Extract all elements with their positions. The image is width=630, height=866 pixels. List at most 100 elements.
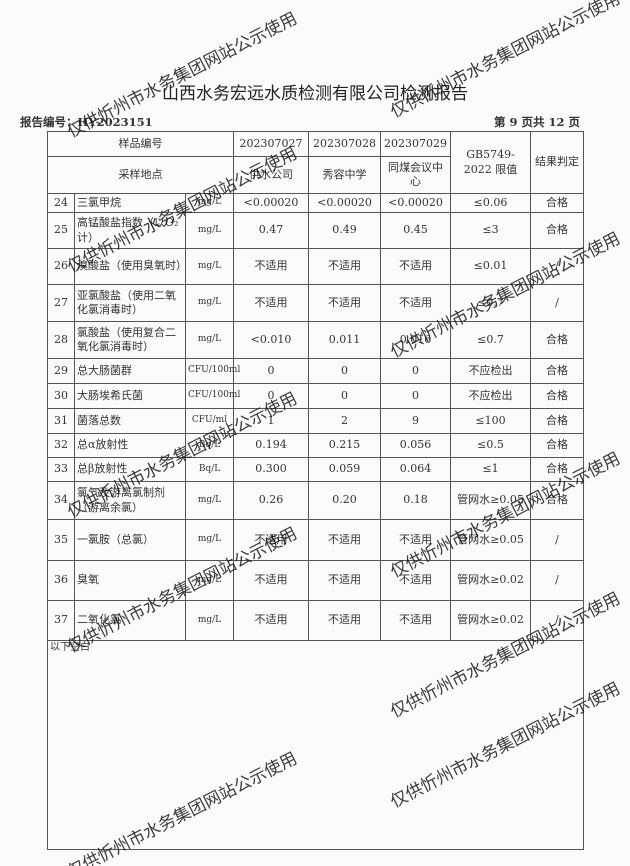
result: 合格 bbox=[530, 193, 585, 213]
limit: ≤3 bbox=[450, 212, 532, 249]
result: 合格 bbox=[530, 433, 585, 458]
value: 0 bbox=[308, 358, 382, 384]
limit: 管网水≥0.02 bbox=[450, 600, 532, 641]
item-name: 大肠埃希氏菌 bbox=[74, 383, 186, 409]
table-row: 31 菌落总数 CFU/ml 1 2 9 ≤100 合格 bbox=[47, 408, 585, 434]
value: <0.00020 bbox=[308, 193, 382, 213]
value: 0.49 bbox=[308, 212, 382, 249]
value: 0 bbox=[380, 358, 452, 384]
results-table: 样品编号 202307027 202307028 202307029 GB574… bbox=[46, 131, 585, 850]
sample-no: 202307028 bbox=[308, 131, 382, 157]
report-number: 报告编号：HY2023151 bbox=[20, 115, 153, 129]
value: 0.215 bbox=[308, 433, 382, 458]
result: 合格 bbox=[530, 408, 585, 434]
report-title: 山西水务宏远水质检测有限公司检测报告 bbox=[162, 84, 468, 104]
value: 0.18 bbox=[380, 481, 452, 520]
value: 0.26 bbox=[233, 481, 310, 520]
unit: mg/L bbox=[184, 560, 235, 601]
value: 0 bbox=[233, 358, 310, 384]
unit: mg/L bbox=[184, 212, 235, 249]
item-name: 总大肠菌群 bbox=[74, 358, 186, 384]
item-name: 氯气及游离氯制剂（游离余氯） bbox=[74, 481, 186, 520]
header-row-location: 采样地点 供水公司 秀容中学 同煤会议中心 bbox=[46, 156, 584, 194]
sample-no: 202307027 bbox=[233, 131, 310, 157]
table-row: 30 大肠埃希氏菌 CFU/100ml 0 0 0 不应检出 合格 bbox=[47, 383, 585, 409]
row-number: 35 bbox=[47, 519, 75, 561]
header-row-sample: 样品编号 202307027 202307028 202307029 GB574… bbox=[46, 131, 585, 194]
result-header: 结果判定 bbox=[530, 131, 585, 194]
value: 9 bbox=[380, 408, 452, 434]
value: 0 bbox=[308, 383, 382, 409]
limit: ≤0.7 bbox=[450, 284, 532, 322]
result: 合格 bbox=[530, 358, 585, 384]
table-row: 34 氯气及游离氯制剂（游离余氯） mg/L 0.26 0.20 0.18 管网水≥0.05… bbox=[47, 481, 585, 520]
unit: mg/L bbox=[184, 481, 235, 520]
table-row: 24 三氯甲烷 mg/L <0.00020 <0.00020 <0.00020 ≤0.06 合… bbox=[47, 193, 585, 213]
table-row: 36 臭氧 mg/L 不适用 不适用 不适用 管网水≥0.02/ bbox=[47, 560, 585, 601]
limit: ≤0.5 bbox=[450, 433, 532, 458]
location: 秀容中学 bbox=[308, 156, 382, 194]
unit: mg/L bbox=[184, 321, 235, 359]
value: 不适用 bbox=[308, 519, 382, 561]
value: 不适用 bbox=[380, 560, 452, 601]
value: 2 bbox=[308, 408, 382, 434]
page-info: 第 9 页共 12 页 bbox=[493, 115, 580, 129]
result: / bbox=[530, 560, 585, 601]
limit: ≤0.01 bbox=[450, 248, 532, 285]
unit: mg/L bbox=[184, 600, 235, 641]
value: 0.056 bbox=[380, 433, 452, 458]
row-number: 37 bbox=[47, 600, 75, 641]
limit: 不应检出 bbox=[450, 358, 532, 384]
row-number: 28 bbox=[47, 321, 75, 359]
value: 0.064 bbox=[380, 457, 452, 482]
limit: ≤0.06 bbox=[450, 193, 532, 213]
result: 合格 bbox=[530, 383, 585, 409]
table-row: 32 总α放射性 Bq/L 0.194 0.215 0.056 ≤0.5 合格 bbox=[47, 433, 585, 458]
row-number: 24 bbox=[47, 193, 75, 213]
result: / bbox=[530, 519, 585, 561]
blank-note: 以下空白 bbox=[46, 640, 585, 850]
unit: mg/L bbox=[184, 248, 235, 285]
item-name: 氯酸盐（使用复合二氧化氯消毒时） bbox=[74, 321, 186, 359]
item-name: 总β放射性 bbox=[74, 457, 186, 482]
row-number: 32 bbox=[47, 433, 75, 458]
value: 不适用 bbox=[380, 248, 452, 285]
location: 同煤会议中心 bbox=[380, 156, 452, 194]
value: 不适用 bbox=[380, 600, 452, 641]
limit: 管网水≥0.02 bbox=[450, 560, 532, 601]
table-row: 25 高锰酸盐指数（以O₂计） mg/L 0.47 0.49 0.45 ≤3 合格 bbox=[47, 212, 585, 249]
row-number: 27 bbox=[47, 284, 75, 322]
value: 0.47 bbox=[233, 212, 310, 249]
item-name: 高锰酸盐指数（以O₂计） bbox=[74, 212, 186, 249]
limit: ≤1 bbox=[450, 457, 532, 482]
value: 0 bbox=[233, 383, 310, 409]
row-number: 31 bbox=[47, 408, 75, 434]
value: 不适用 bbox=[308, 600, 382, 641]
value: <0.00020 bbox=[380, 193, 452, 213]
value: 不适用 bbox=[308, 560, 382, 601]
value: 不适用 bbox=[233, 248, 310, 285]
result: 合格 bbox=[530, 212, 585, 249]
row-number: 30 bbox=[47, 383, 75, 409]
item-name: 亚氯酸盐（使用二氧化氯消毒时） bbox=[74, 284, 186, 322]
row-number: 29 bbox=[47, 358, 75, 384]
value: 0.20 bbox=[308, 481, 382, 520]
limit: 不应检出 bbox=[450, 383, 532, 409]
value: <0.010 bbox=[233, 321, 310, 359]
unit: Bq/L bbox=[184, 433, 235, 458]
value: 0.059 bbox=[308, 457, 382, 482]
item-name: 一氯胺（总氯） bbox=[74, 519, 186, 561]
value: 1 bbox=[233, 408, 310, 434]
table-row: 28 氯酸盐（使用复合二氧化氯消毒时） mg/L <0.010 0.011 0.016 ≤0… bbox=[47, 321, 585, 359]
value: 0.016 bbox=[380, 321, 452, 359]
unit: mg/L bbox=[184, 519, 235, 561]
row-number: 34 bbox=[47, 481, 75, 520]
limit-header: GB5749-2022 限值 bbox=[450, 131, 532, 194]
value: 0.300 bbox=[233, 457, 310, 482]
table-row: 35 一氯胺（总氯） mg/L 不适用 不适用 不适用 管网水≥0.05/ bbox=[47, 519, 585, 561]
value: 不适用 bbox=[308, 248, 382, 285]
item-name: 臭氧 bbox=[74, 560, 186, 601]
value: 0.194 bbox=[233, 433, 310, 458]
sample-no: 202307029 bbox=[380, 131, 452, 157]
result: / bbox=[530, 284, 585, 322]
